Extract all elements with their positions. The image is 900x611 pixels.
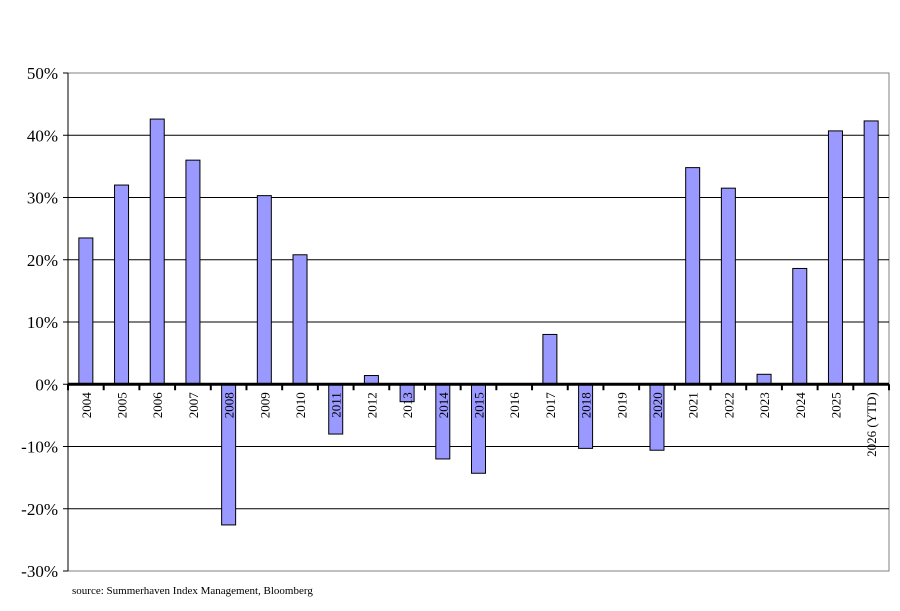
x-tick-label: 2011 [329,392,344,418]
bars [78,118,879,526]
x-tick-label: 2009 [257,392,272,418]
x-tick-label: 2014 [436,392,451,419]
x-tick-label: 2017 [543,392,558,419]
bar-2005 [114,184,130,385]
y-tick-label: 10% [27,313,58,332]
y-tick-label: -30% [21,562,58,581]
x-tick-label: 2025 [828,392,843,418]
gridlines [67,72,890,572]
x-tick-label: 2004 [79,392,94,419]
bar-2026 (YTD) [863,120,879,385]
bar-2009 [256,195,272,385]
x-tick-label: 2026 (YTD) [864,392,879,457]
y-tick-label: -20% [21,500,58,519]
bar-2004 [78,237,94,385]
bar-2017 [542,333,558,385]
x-tick-label: 2021 [686,392,701,418]
bar-2007 [185,159,201,385]
x-tick-label: 2020 [650,392,665,418]
x-tick-label: 2019 [614,392,629,418]
x-tick-label: 2012 [364,392,379,418]
axes [63,72,890,572]
source-note: source: Summerhaven Index Management, Bl… [72,585,313,597]
bar-2024 [792,267,808,385]
x-tick-label: 2023 [757,392,772,418]
x-tick-label: 2013 [400,392,415,418]
x-tick-label: 2022 [721,392,736,418]
y-tick-label: -10% [21,438,58,457]
x-tick-label: 2024 [793,392,808,419]
x-tick-label: 2010 [293,392,308,418]
y-tick-label: 50% [27,64,58,83]
bar-2025 [827,130,843,385]
x-tick-label: 2005 [115,392,130,418]
y-tick-labels: 50% 40% 30% 20% 10% 0% -10% -20% -30% [21,64,58,581]
x-tick-label: 2018 [579,392,594,418]
x-tick-label: 2006 [150,392,165,419]
x-tick-label: 2016 [507,392,522,419]
x-tick-label: 2015 [472,392,487,418]
bar-2010 [292,254,308,385]
bar-2021 [685,167,701,385]
bar-2006 [149,118,165,385]
y-tick-label: 0% [35,375,58,394]
x-tick-label: 2008 [222,392,237,418]
x-tick-label: 2007 [186,392,201,419]
x-tick-labels: 2004 2005 2006 2007 2008 2009 2010 2011 2012 2013… [79,392,879,457]
y-tick-label: 40% [27,126,58,145]
y-tick-label: 20% [27,251,58,270]
bar-2022 [720,187,736,385]
y-tick-label: 30% [27,189,58,208]
